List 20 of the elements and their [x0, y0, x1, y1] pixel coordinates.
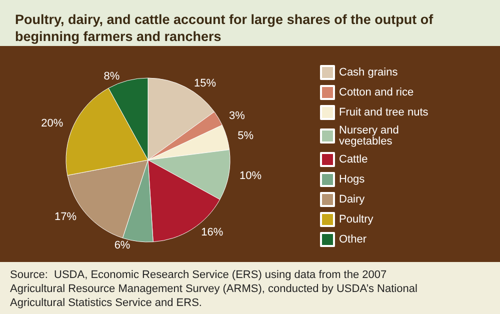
- data-label: 16%: [201, 226, 224, 239]
- legend-label: Hogs: [339, 174, 366, 186]
- data-label: 8%: [104, 70, 120, 83]
- source-note: Source: USDA, Economic Research Service (ERS) using data from the 2007 Agricultural Resource Management Survey (ARMS), conducted by USDA’s National Agricultural Statistics Service and ERS.: [10, 269, 420, 309]
- legend-label: Nursery and vegetables: [339, 124, 402, 148]
- data-label: 17%: [54, 210, 77, 223]
- legend-label: Other: [339, 234, 367, 246]
- data-label: 5%: [238, 130, 254, 142]
- legend-label: Poultry: [339, 214, 374, 226]
- legend-label: Dairy: [339, 194, 366, 206]
- data-label: 6%: [114, 239, 130, 252]
- chart-title: Poultry, dairy, and cattle account for large shares of the output of beginning farmers and ranchers: [15, 12, 437, 44]
- data-label: 20%: [41, 117, 64, 130]
- legend-label: Cash grains: [339, 66, 398, 78]
- legend-label: Cotton and rice: [339, 86, 414, 98]
- data-label: 15%: [194, 77, 216, 90]
- data-label: 3%: [229, 110, 246, 122]
- legend-label: Fruit and tree nuts: [339, 106, 429, 118]
- data-label: 10%: [239, 170, 262, 182]
- legend-label: Cattle: [339, 154, 368, 166]
